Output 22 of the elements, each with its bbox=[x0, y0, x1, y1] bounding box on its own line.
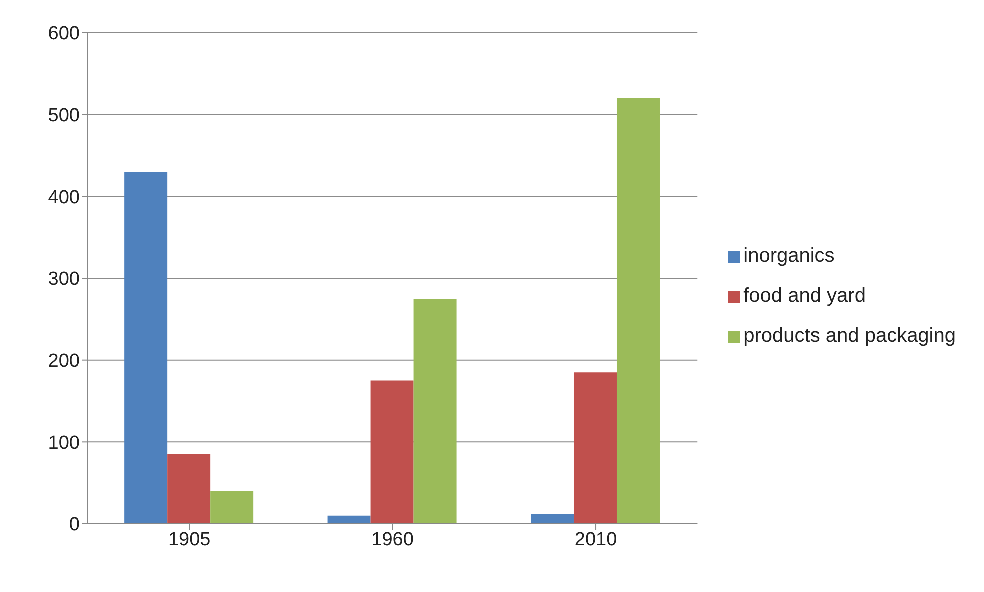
legend-label: food and yard bbox=[744, 285, 866, 307]
bar bbox=[616, 98, 660, 524]
bar bbox=[530, 514, 574, 524]
y-tick-label: 500 bbox=[48, 106, 80, 127]
bar bbox=[124, 172, 168, 524]
bar bbox=[574, 372, 617, 524]
x-tick-label: 1960 bbox=[372, 529, 414, 550]
y-tick-label: 300 bbox=[48, 269, 80, 290]
bar bbox=[370, 380, 414, 524]
y-tick-label: 600 bbox=[48, 24, 80, 45]
bar bbox=[168, 454, 211, 524]
x-tick-label: 2010 bbox=[574, 529, 618, 550]
y-tick-label: 0 bbox=[69, 514, 80, 536]
bar bbox=[328, 516, 371, 524]
y-tick-label: 200 bbox=[48, 351, 80, 372]
legend-label: inorganics bbox=[744, 245, 835, 267]
legend-label: products and packaging bbox=[744, 325, 956, 347]
bar bbox=[414, 298, 457, 524]
bar bbox=[210, 491, 254, 524]
y-tick-label: 400 bbox=[48, 187, 80, 208]
x-tick-label: 1905 bbox=[168, 529, 211, 550]
y-tick-label: 100 bbox=[48, 432, 80, 454]
